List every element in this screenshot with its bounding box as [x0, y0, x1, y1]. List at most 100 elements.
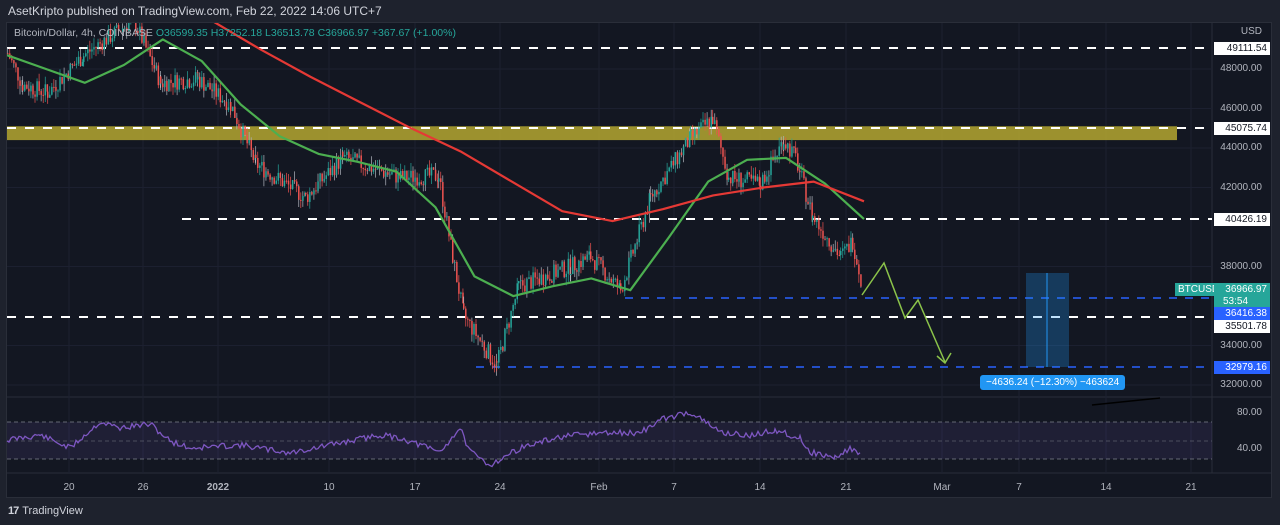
candle-body [553, 264, 555, 283]
candle-body [848, 243, 850, 253]
candle-body [444, 206, 446, 218]
candle-body [789, 143, 791, 157]
candle-body [356, 153, 358, 158]
candle-body [720, 136, 722, 148]
candle-body [563, 261, 565, 277]
candle-body [567, 258, 570, 274]
candle-body [797, 153, 799, 171]
open-value: O36599.35 [155, 27, 208, 39]
candle-body [608, 278, 610, 280]
candle-body [51, 86, 53, 95]
candle-body [780, 142, 782, 147]
candle-body [728, 177, 730, 180]
candle-body [614, 278, 617, 280]
candle-body [418, 182, 420, 186]
candle-body [130, 18, 132, 23]
candle-body [374, 168, 377, 170]
candle-body [812, 216, 814, 221]
candle-body [852, 237, 854, 250]
candle-body [475, 323, 477, 336]
candle-body [555, 264, 557, 277]
candle-body [213, 83, 215, 92]
candle-body [714, 120, 716, 124]
candle-body [24, 84, 26, 91]
candle-body [846, 243, 848, 247]
candle-body [89, 49, 91, 52]
candle-body [854, 249, 856, 260]
rsi-tick-80: 80.00 [1236, 407, 1262, 418]
candle-body [722, 147, 724, 157]
candle-body [346, 151, 348, 155]
level-tag-35501: 35501.78 [1214, 320, 1270, 333]
candle-body [230, 102, 232, 112]
time-tick: 20 [63, 482, 75, 493]
time-tick: Mar [933, 482, 951, 493]
candle-body [528, 277, 530, 279]
candle-body [291, 180, 294, 190]
level-tag-36416: 36416.38 [1214, 307, 1270, 320]
candle-body [672, 160, 675, 166]
candle-body [814, 216, 816, 222]
candle-body [676, 152, 679, 165]
candle-body [135, 23, 137, 31]
candle-body [710, 116, 712, 128]
candle-body [764, 174, 766, 182]
candle-body [844, 246, 846, 249]
candle-body [172, 82, 174, 88]
candle-body [730, 177, 732, 184]
candle-body [803, 171, 805, 179]
candle-body [317, 181, 319, 192]
candle-body [105, 37, 108, 45]
candle-body [180, 78, 182, 80]
candle-body [818, 219, 820, 230]
candle-body [471, 320, 473, 335]
candle-body [858, 264, 860, 275]
candle-body [542, 274, 545, 285]
candle-body [628, 257, 630, 278]
candle-body [319, 173, 321, 182]
candle-body [594, 260, 596, 270]
candle-body [30, 85, 32, 92]
candle-body [690, 129, 692, 132]
candle-body [610, 278, 612, 283]
candle-body [460, 292, 462, 294]
candle-body [410, 170, 412, 178]
candle-body [77, 56, 80, 64]
candle-body [758, 176, 761, 186]
candle-body [618, 283, 621, 288]
candle-body [81, 61, 84, 67]
candle-body [370, 164, 373, 172]
candle-body [586, 254, 588, 260]
candle-body [712, 116, 714, 124]
candle-body [612, 278, 615, 283]
candle-body [698, 127, 700, 135]
candle-body [596, 257, 598, 270]
candle-body [344, 154, 346, 157]
candle-body [366, 170, 369, 172]
candle-body [354, 153, 356, 158]
candle-body [13, 60, 15, 64]
candle-body [271, 177, 273, 180]
candle-body [414, 177, 416, 182]
candle-body [236, 117, 238, 124]
candle-body [832, 250, 834, 252]
candle-body [182, 78, 185, 90]
candle-body [644, 213, 647, 228]
price-tick: 42000.00 [1220, 181, 1262, 193]
candle-body [99, 42, 101, 44]
candle-body [463, 303, 465, 309]
candle-body [121, 28, 124, 32]
candle-body [664, 177, 666, 184]
candle-body [508, 323, 510, 328]
candle-body [350, 157, 352, 161]
measurement-label[interactable]: −4636.24 (−12.30%) −463624 [980, 375, 1126, 390]
candle-body [221, 100, 224, 103]
candle-body [223, 100, 226, 102]
candle-body [269, 174, 271, 180]
candle-body [807, 201, 809, 204]
chart-frame [6, 22, 1272, 498]
candle-body [69, 64, 72, 80]
candle-body [157, 65, 160, 86]
candle-body [259, 165, 261, 168]
